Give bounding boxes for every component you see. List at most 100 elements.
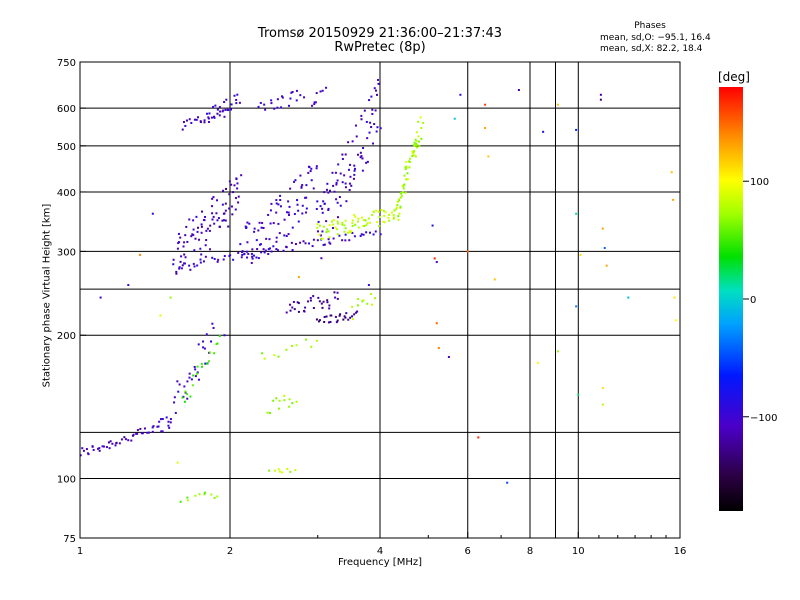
- echo-point: [319, 234, 322, 237]
- echo-point: [101, 445, 104, 448]
- echo-point: [302, 240, 305, 243]
- echo-point: [198, 238, 201, 241]
- echo-point: [369, 231, 372, 234]
- echo-point: [169, 421, 172, 424]
- echo-point: [377, 82, 380, 85]
- echo-point: [413, 154, 416, 157]
- echo-point: [172, 258, 175, 261]
- echo-point: [399, 205, 402, 208]
- echo-point: [194, 368, 197, 371]
- echo-point: [176, 247, 179, 250]
- echo-point: [411, 150, 414, 153]
- echo-point: [409, 157, 412, 160]
- echo-point: [259, 101, 262, 104]
- echo-point: [382, 220, 385, 223]
- echo-point: [351, 231, 354, 234]
- echo-point: [282, 249, 285, 252]
- echo-point: [673, 296, 676, 299]
- echo-point: [398, 212, 401, 215]
- echo-point: [223, 115, 226, 118]
- echo-point: [378, 225, 381, 228]
- echo-point: [97, 447, 100, 450]
- echo-point: [371, 108, 374, 111]
- colorbar-unit-label: [deg]: [718, 70, 750, 84]
- echo-point: [212, 326, 215, 329]
- echo-point: [373, 123, 376, 126]
- echo-point: [195, 215, 198, 218]
- y-tick-label: 300: [57, 247, 76, 258]
- echo-point: [323, 202, 326, 205]
- echo-point: [477, 436, 480, 439]
- echo-point: [318, 233, 321, 236]
- echo-point: [556, 103, 559, 106]
- echo-point: [296, 301, 299, 304]
- echo-point: [605, 264, 608, 267]
- echo-point: [293, 180, 296, 183]
- echo-point: [241, 250, 244, 253]
- echo-point: [184, 234, 187, 237]
- echo-point: [190, 378, 193, 381]
- echo-point: [230, 183, 233, 186]
- echo-point: [362, 146, 365, 149]
- echo-point: [366, 222, 369, 225]
- echo-point: [382, 209, 385, 212]
- echo-point: [359, 156, 362, 159]
- echo-point: [297, 220, 300, 223]
- echo-point: [216, 260, 219, 263]
- echo-point: [348, 182, 351, 185]
- echo-point: [264, 249, 267, 252]
- echo-point: [287, 104, 290, 107]
- echo-point: [417, 135, 420, 138]
- echo-point: [335, 198, 338, 201]
- echo-point: [246, 221, 249, 224]
- echo-point: [197, 116, 200, 119]
- echo-point: [296, 203, 299, 206]
- echo-point: [375, 209, 378, 212]
- echo-point: [218, 335, 221, 338]
- echo-point: [325, 231, 328, 234]
- echo-point: [200, 223, 203, 226]
- echo-point: [577, 393, 580, 396]
- echo-point: [273, 354, 276, 357]
- echo-point: [336, 201, 339, 204]
- echo-point: [203, 491, 206, 494]
- echo-point: [207, 117, 210, 120]
- echo-point: [218, 225, 221, 228]
- echo-point: [231, 213, 234, 216]
- echo-point: [670, 171, 673, 174]
- echo-point: [139, 253, 142, 256]
- echo-point: [402, 187, 405, 190]
- echo-point: [200, 225, 203, 228]
- echo-point: [231, 191, 234, 194]
- grid-lines: [80, 62, 680, 538]
- echo-point: [411, 155, 414, 158]
- echo-point: [281, 471, 284, 474]
- echo-point: [343, 230, 346, 233]
- echo-point: [322, 243, 325, 246]
- echo-point: [419, 116, 422, 119]
- y-tick-label: 75: [63, 534, 76, 545]
- echo-point: [388, 219, 391, 222]
- echo-point: [173, 401, 176, 404]
- echo-point: [151, 426, 154, 429]
- echo-point: [309, 296, 312, 299]
- echo-point: [316, 200, 319, 203]
- echo-point: [237, 201, 240, 204]
- echo-point: [408, 166, 411, 169]
- echo-point: [328, 189, 331, 192]
- echo-point: [334, 296, 337, 299]
- echo-point: [344, 186, 347, 189]
- echo-point: [211, 218, 214, 221]
- echo-point: [361, 300, 364, 303]
- echo-point: [268, 238, 271, 241]
- echo-point: [179, 236, 182, 239]
- echo-point: [157, 425, 160, 428]
- echo-point: [201, 210, 204, 213]
- echo-point: [253, 230, 256, 233]
- echo-point: [339, 204, 342, 207]
- echo-point: [305, 211, 308, 214]
- echo-point: [257, 229, 260, 232]
- echo-point: [413, 141, 416, 144]
- echo-point: [233, 184, 236, 187]
- echo-point: [351, 318, 354, 321]
